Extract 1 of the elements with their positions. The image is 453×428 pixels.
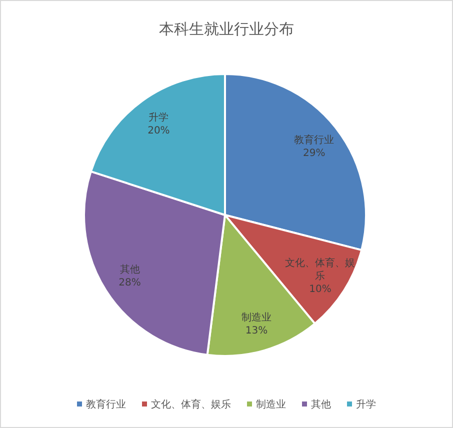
title: 本科生就业行业分布 [159,20,294,38]
